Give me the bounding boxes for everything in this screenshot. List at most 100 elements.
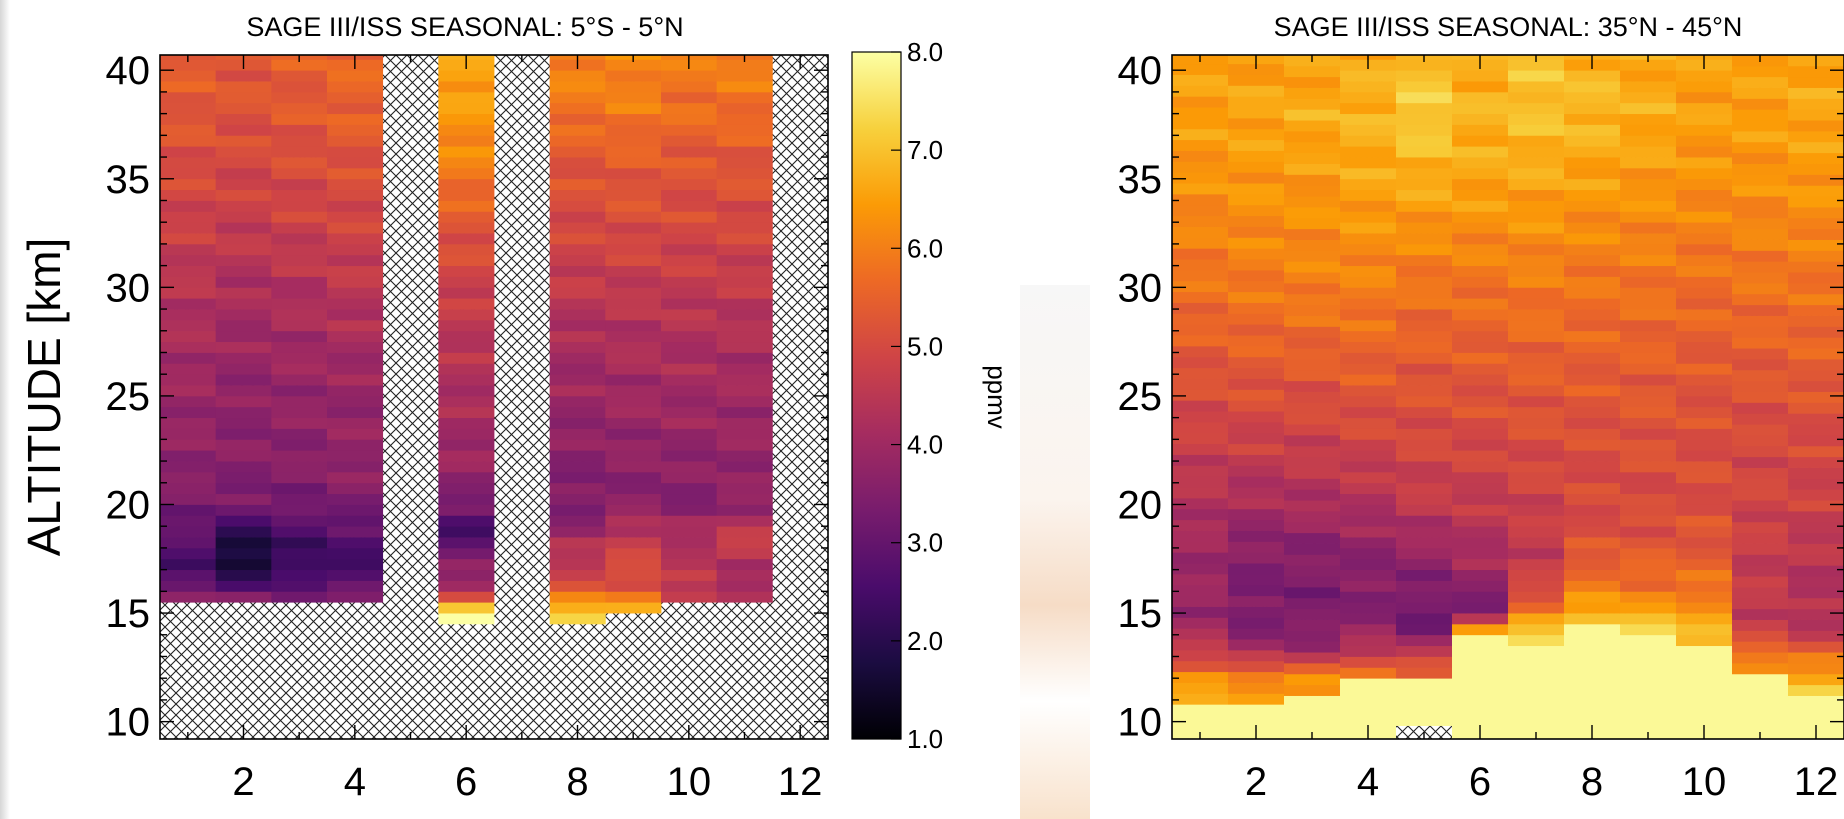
left-cell-month-6 <box>438 385 495 397</box>
right-cell-month-8 <box>1564 265 1621 277</box>
colorbar-tick-label: 7.0 <box>907 135 943 165</box>
colorbar-label: ppmv <box>982 365 1012 429</box>
left-cell-month-9 <box>605 558 662 571</box>
right-cell-month-4 <box>1340 645 1397 657</box>
right-cell-month-12 <box>1788 673 1844 686</box>
left-cell-month-11 <box>716 59 773 71</box>
right-cell-month-7 <box>1508 341 1565 353</box>
right-cell-month-9 <box>1620 385 1677 397</box>
left-cell-month-10 <box>661 254 718 267</box>
left-cell-month-10 <box>661 81 718 93</box>
right-cell-month-10 <box>1676 363 1733 375</box>
left-cell-month-11 <box>716 569 773 581</box>
right-cell-month-10 <box>1676 569 1733 581</box>
right-cell-month-1 <box>1172 443 1229 455</box>
right-cell-month-2 <box>1228 107 1285 119</box>
left-cell-month-11 <box>716 189 773 201</box>
right-y-tick-label: 30 <box>1118 266 1163 310</box>
left-cell-month-8 <box>549 504 606 516</box>
right-cell-month-9 <box>1620 374 1677 386</box>
right-cell-month-1 <box>1172 519 1229 531</box>
left-y-tick-label: 40 <box>106 49 151 93</box>
right-cell-month-1 <box>1172 291 1229 303</box>
left-cell-month-4 <box>327 482 384 495</box>
right-cell-month-2 <box>1228 259 1285 271</box>
right-cell-month-2 <box>1228 606 1285 618</box>
left-cell-month-3 <box>271 157 328 169</box>
right-cell-month-1 <box>1172 563 1229 575</box>
left-cell-month-10 <box>661 450 718 462</box>
right-cell-month-2 <box>1228 584 1285 597</box>
right-cell-month-7 <box>1508 124 1565 136</box>
right-cell-month-2 <box>1228 595 1285 607</box>
right-cell-month-4 <box>1340 547 1397 560</box>
right-cell-month-6 <box>1452 439 1509 451</box>
left-cell-month-9 <box>605 439 662 451</box>
right-cell-month-1 <box>1172 476 1229 488</box>
right-cell-month-7 <box>1508 222 1565 234</box>
right-cell-month-10 <box>1676 222 1733 234</box>
right-cell-month-12 <box>1788 359 1844 371</box>
right-cell-month-2 <box>1228 682 1285 694</box>
right-cell-month-4 <box>1340 385 1397 397</box>
right-cell-month-4 <box>1340 406 1397 419</box>
left-cell-month-10 <box>661 569 718 581</box>
right-cell-month-5 <box>1396 298 1453 310</box>
left-cell-month-11 <box>716 591 773 603</box>
left-cell-month-8 <box>549 602 606 614</box>
right-cell-month-4 <box>1340 276 1397 288</box>
left-cell-month-1 <box>160 537 217 549</box>
right-cell-month-4 <box>1340 667 1397 679</box>
left-cell-month-9 <box>605 461 662 473</box>
right-cell-month-3 <box>1284 359 1341 371</box>
right-cell-month-3 <box>1284 500 1341 512</box>
right-cell-month-9 <box>1620 428 1677 440</box>
right-cell-month-6 <box>1452 178 1509 191</box>
left-cell-month-6 <box>438 135 495 147</box>
right-cell-month-5 <box>1396 395 1453 408</box>
right-cell-month-6 <box>1452 113 1509 125</box>
right-cell-month-9 <box>1620 591 1677 603</box>
right-cell-month-4 <box>1340 167 1397 180</box>
left-cell-month-6 <box>438 428 495 440</box>
left-cell-month-1 <box>160 428 217 440</box>
right-cell-month-8 <box>1564 178 1621 191</box>
right-cell-month-1 <box>1172 660 1229 673</box>
left-cell-month-10 <box>661 580 718 592</box>
left-cell-month-8 <box>549 493 606 505</box>
right-cell-month-3 <box>1284 109 1341 121</box>
right-cell-month-5 <box>1396 254 1453 267</box>
right-cell-month-8 <box>1564 233 1621 245</box>
right-cell-month-11 <box>1732 402 1789 414</box>
right-cell-month-9 <box>1620 113 1677 125</box>
left-cell-month-6 <box>438 330 495 343</box>
right-cell-month-11 <box>1732 597 1789 610</box>
right-cell-month-11 <box>1732 511 1789 523</box>
right-cell-month-6 <box>1452 385 1509 397</box>
right-cell-month-5 <box>1396 276 1453 288</box>
left-cell-month-9 <box>605 309 662 321</box>
left-cell-month-11 <box>716 287 773 299</box>
left-cell-month-4 <box>327 243 384 256</box>
right-cell-month-1 <box>1172 172 1229 184</box>
right-cell-month-11 <box>1732 380 1789 392</box>
left-cell-month-1 <box>160 547 217 560</box>
left-cell-month-1 <box>160 482 217 495</box>
right-cell-month-3 <box>1284 65 1341 78</box>
right-cell-month-6 <box>1452 265 1509 277</box>
right-cell-month-11 <box>1732 445 1789 458</box>
right-cell-month-1 <box>1172 324 1229 336</box>
right-cell-month-9 <box>1620 178 1677 191</box>
right-cell-month-8 <box>1564 146 1621 158</box>
right-cell-month-8 <box>1564 319 1621 332</box>
right-cell-month-12 <box>1788 511 1844 523</box>
right-cell-month-11 <box>1732 435 1789 447</box>
left-cell-month-3 <box>271 428 328 440</box>
right-cell-month-7 <box>1508 233 1565 245</box>
right-cell-month-4 <box>1340 450 1397 462</box>
right-cell-month-8 <box>1564 341 1621 353</box>
left-cell-month-11 <box>716 450 773 462</box>
right-cell-month-11 <box>1732 587 1789 599</box>
left-cell-month-9 <box>605 537 662 549</box>
right-cell-month-9 <box>1620 102 1677 115</box>
